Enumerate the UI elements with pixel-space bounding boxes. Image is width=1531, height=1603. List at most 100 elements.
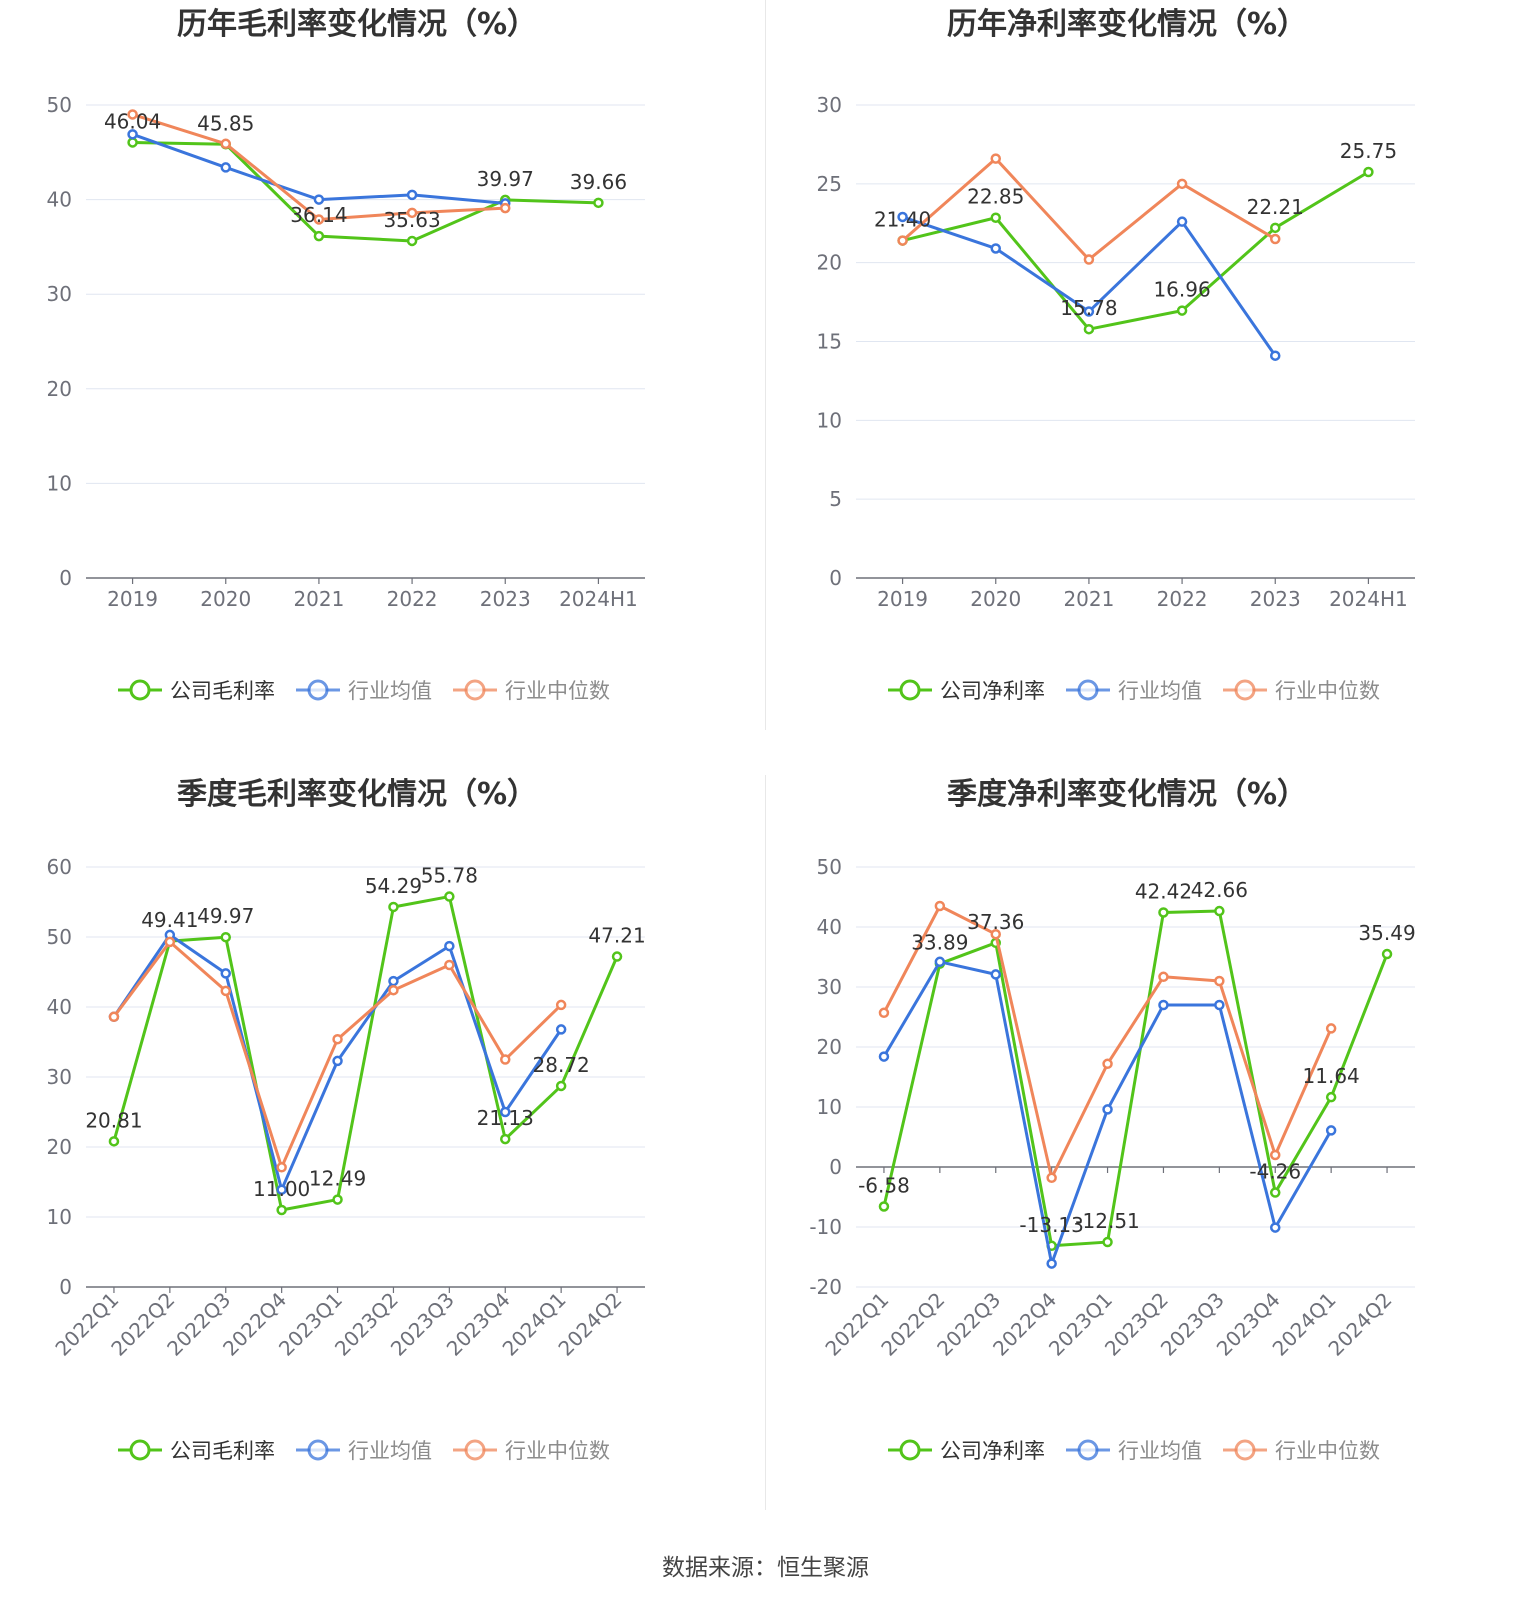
data-label: 11.00 [253,1177,310,1201]
legend-marker-icon [1077,679,1099,701]
data-point-median [406,207,418,219]
legend-label: 行业均值 [348,679,432,703]
data-point-company [1363,166,1374,178]
legend-label: 公司净利率 [940,1439,1045,1463]
legend-label: 公司毛利率 [170,1439,275,1463]
data-point-company [1270,1187,1281,1198]
x-tick-label: 2022 [1157,587,1208,611]
annual-gross-margin-svg: 历年毛利率变化情况（%） 0 10 20 30 40 50 2019 2020 2021 2022 2… [47,7,645,703]
legend-item-median[interactable]: 行业中位数 [1223,1439,1380,1463]
x-tick-label: 2020 [970,587,1021,611]
data-point-avg [406,189,418,201]
legend-item-company[interactable]: 公司毛利率 [118,679,275,703]
data-point-median [108,1011,120,1023]
data-point-company [1325,1091,1337,1103]
y-tick-label: 20 [817,251,842,275]
quarterly-gross-margin-svg: 季度毛利率变化情况（%）01020304050602022Q12022Q2202… [47,777,646,1463]
data-point-avg [220,968,231,979]
legend-item-avg[interactable]: 行业均值 [296,679,432,703]
y-tick-label: 10 [817,1095,842,1119]
data-label: -6.58 [858,1173,910,1197]
data-label: 21.40 [874,208,931,232]
data-label: 39.97 [477,167,534,191]
data-point-company [555,1080,567,1092]
legend-marker-icon [464,1439,486,1461]
legend-item-median[interactable]: 行业中位数 [453,1439,610,1463]
legend-item-company[interactable]: 公司净利率 [888,679,1045,703]
x-tick-label: 2024H1 [559,587,638,611]
chart-title: 季度毛利率变化情况（%） [177,777,537,812]
y-tick-label: 40 [817,915,842,939]
data-point-median [555,999,567,1011]
data-point-company [500,1133,511,1145]
data-point-company [1102,1236,1113,1248]
data-point-company [127,137,138,148]
data-point-company [1381,948,1393,960]
data-point-median [388,984,399,996]
data-point-company [1158,907,1169,918]
data-label: -4.26 [1249,1160,1301,1184]
data-label: 15.78 [1060,296,1117,320]
data-point-company [593,197,604,209]
data-label: 35.49 [1358,921,1415,945]
legend-item-avg[interactable]: 行业均值 [1066,1439,1202,1463]
y-tick-label: 10 [817,408,842,432]
y-tick-label: 40 [47,188,72,212]
legend-item-avg[interactable]: 行业均值 [296,1439,432,1463]
y-tick-label: 0 [829,1155,842,1179]
data-point-median [934,900,946,912]
x-tick-label: 2021 [293,587,344,611]
data-point-avg [990,969,1001,980]
legend-item-company[interactable]: 公司毛利率 [118,1439,275,1463]
legend-marker-icon [307,679,329,701]
data-point-median [1176,178,1188,190]
annual-net-margin-svg: 历年净利率变化情况（%） 0 5 10 15 20 25 30 2019 2020 2021 2022… [817,7,1415,703]
data-source-note: 数据来源：恒生聚源 [662,1555,869,1581]
legend-label: 行业均值 [1118,679,1202,703]
legend-label: 公司毛利率 [170,679,275,703]
data-point-median [1158,971,1169,983]
y-tick-label: 30 [817,93,842,117]
legend-marker-icon [129,679,151,701]
chart-title: 历年净利率变化情况（%） [947,7,1307,42]
y-tick-label: 20 [47,1135,72,1159]
data-point-avg [1214,999,1225,1011]
y-tick-label: 50 [47,925,72,949]
data-label: 45.85 [197,111,254,135]
legend-marker-icon [899,1439,921,1461]
data-label: 42.66 [1191,878,1248,902]
panel-divider-top [765,0,766,730]
data-point-median [990,153,1001,164]
y-tick-label: 30 [47,1065,72,1089]
data-point-company [1270,222,1281,234]
legend-label: 行业均值 [1118,1439,1202,1463]
quarterly-net-margin-chart: 季度净利率变化情况（%） -20 -10 0 10 20 30 40 50 2022Q1 2022Q… [770,770,1531,1530]
data-point-avg [1270,350,1281,361]
legend-label: 公司净利率 [940,679,1045,703]
legend-label: 行业均值 [348,1439,432,1463]
series-line-company [112,895,619,1212]
legend-label: 行业中位数 [1275,679,1380,703]
data-point-median [1325,1023,1337,1034]
data-point-company [220,931,231,943]
data-point-median [220,985,231,997]
legend-item-median[interactable]: 行业中位数 [1223,679,1380,703]
y-tick-label: 40 [47,995,72,1019]
series-line-avg [902,215,1277,357]
panel-divider-bottom [765,775,766,1510]
series-line-company [882,909,1389,1248]
data-label: 49.41 [141,908,198,932]
data-point-company [1083,323,1095,335]
y-tick-label: 25 [817,172,842,196]
legend-item-median[interactable]: 行业中位数 [453,679,610,703]
data-point-avg [332,1055,343,1067]
legend-item-company[interactable]: 公司净利率 [888,1439,1045,1463]
chart-title: 季度净利率变化情况（%） [947,777,1307,812]
data-point-company [108,1136,120,1147]
y-tick-label: -20 [809,1275,842,1299]
data-label: 37.36 [967,910,1024,934]
data-point-median [127,109,138,120]
legend-item-avg[interactable]: 行业均值 [1066,679,1202,703]
y-tick-label: 5 [829,487,842,511]
data-label: 20.81 [85,1108,142,1132]
